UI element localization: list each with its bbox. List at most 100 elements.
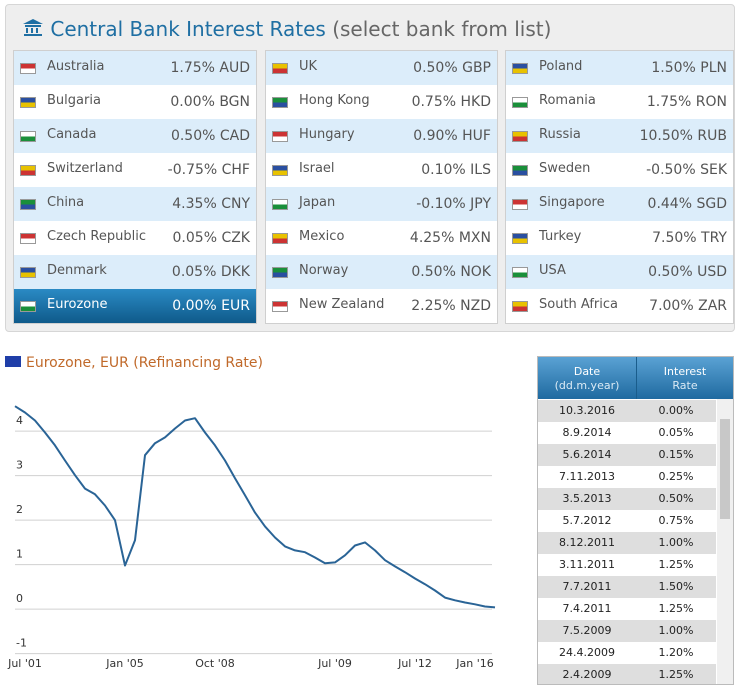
table-cell: 10.3.2016 xyxy=(559,404,615,417)
bank-rate: 4.25% MXN xyxy=(409,230,491,246)
bank-rate: 7.00% ZAR xyxy=(649,298,727,314)
bank-rate: 0.50% CAD xyxy=(170,128,250,144)
table-cell: 3.5.2013 xyxy=(562,492,612,505)
bank-name: China xyxy=(47,195,85,210)
panel-title: Central Bank Interest Rates (select bank… xyxy=(22,17,551,41)
flag xyxy=(20,233,36,244)
bank-rate: -0.75% CHF xyxy=(167,162,250,178)
bank-row[interactable]: Bulgaria 0.00% BGN xyxy=(14,85,256,119)
table-row: 8.9.2014 0.05% xyxy=(538,422,716,444)
bank-name: Bulgaria xyxy=(47,93,101,108)
table-cell: 1.25% xyxy=(658,558,694,571)
y-tick-label: 3 xyxy=(16,459,23,472)
bank-name: Canada xyxy=(47,127,97,142)
flag xyxy=(20,63,36,74)
bank-row[interactable]: Japan -0.10% JPY xyxy=(266,187,497,221)
header-line: (dd.m.year) xyxy=(554,379,620,392)
table-row: 24.4.2009 1.20% xyxy=(538,642,716,664)
bank-rate: 0.00% BGN xyxy=(170,94,250,110)
table-cell: 7.7.2011 xyxy=(562,580,612,593)
bank-row[interactable]: Russia 10.50% RUB xyxy=(506,119,733,153)
bank-row[interactable]: Norway 0.50% NOK xyxy=(266,255,497,289)
bank-row[interactable]: Romania 1.75% RON xyxy=(506,85,733,119)
table-row: 7.7.2011 1.50% xyxy=(538,576,716,598)
banks-panel: Central Bank Interest Rates (select bank… xyxy=(5,4,735,332)
bank-name: Eurozone xyxy=(47,297,108,312)
x-tick-label: Jul '09 xyxy=(317,657,352,670)
table-row: 10.3.2016 0.00% xyxy=(538,400,716,422)
flag xyxy=(272,131,288,142)
scroll-thumb[interactable] xyxy=(720,419,730,519)
column-header: Interest Rate xyxy=(636,357,733,399)
flag xyxy=(20,301,36,312)
bank-row[interactable]: Australia 1.75% AUD xyxy=(14,51,256,85)
bank-column: Australia 1.75% AUD Bulgaria 0.00% BGN Canad… xyxy=(13,50,257,324)
table-cell: 24.4.2009 xyxy=(559,646,615,659)
bank-name: Israel xyxy=(299,161,335,176)
bank-row[interactable]: Eurozone 0.00% EUR xyxy=(14,289,256,323)
bank-rate: 1.50% PLN xyxy=(651,60,727,76)
flag xyxy=(272,165,288,176)
table-cell: 7.11.2013 xyxy=(559,470,615,483)
bank-row[interactable]: Mexico 4.25% MXN xyxy=(266,221,497,255)
bank-rate: 1.75% RON xyxy=(646,94,727,110)
bank-rate: 2.25% NZD xyxy=(411,298,491,314)
y-tick-label: 4 xyxy=(16,414,23,427)
table-cell: 1.00% xyxy=(658,624,694,637)
table-cell: 1.25% xyxy=(658,668,694,681)
bank-rate: 0.44% SGD xyxy=(647,196,727,212)
y-tick-label: -1 xyxy=(16,637,27,650)
bank-row[interactable]: Poland 1.50% PLN xyxy=(506,51,733,85)
bank-row[interactable]: Hungary 0.90% HUF xyxy=(266,119,497,153)
bank-row[interactable]: Singapore 0.44% SGD xyxy=(506,187,733,221)
bank-name: New Zealand xyxy=(299,297,385,312)
bank-name: Norway xyxy=(299,263,349,278)
bank-row[interactable]: Denmark 0.05% DKK xyxy=(14,255,256,289)
table-cell: 0.15% xyxy=(658,448,694,461)
bank-row[interactable]: USA 0.50% USD xyxy=(506,255,733,289)
bank-row[interactable]: UK 0.50% GBP xyxy=(266,51,497,85)
bank-name: South Africa xyxy=(539,297,618,312)
bank-icon xyxy=(23,19,43,36)
bank-rate: 7.50% TRY xyxy=(652,230,727,246)
bank-row[interactable]: Czech Republic 0.05% CZK xyxy=(14,221,256,255)
table-row: 7.4.2011 1.25% xyxy=(538,598,716,620)
bank-row[interactable]: Israel 0.10% ILS xyxy=(266,153,497,187)
bank-rate: 0.10% ILS xyxy=(421,162,491,178)
bank-name: Czech Republic xyxy=(47,229,146,244)
table-cell: 0.05% xyxy=(658,426,694,439)
bank-rate: 4.35% CNY xyxy=(172,196,250,212)
bank-name: UK xyxy=(299,59,318,74)
bank-column: UK 0.50% GBP Hong Kong 0.75% HKD Hungary 0.90… xyxy=(265,50,498,324)
bank-name: Japan xyxy=(299,195,336,210)
bank-row[interactable]: China 4.35% CNY xyxy=(14,187,256,221)
bank-name: Turkey xyxy=(539,229,582,244)
bank-name: Australia xyxy=(47,59,105,74)
x-tick-label: Jul '12 xyxy=(397,657,432,670)
table-row: 8.12.2011 1.00% xyxy=(538,532,716,554)
bank-name: Hungary xyxy=(299,127,355,142)
table-cell: 8.12.2011 xyxy=(559,536,615,549)
table-cell: 1.20% xyxy=(658,646,694,659)
flag xyxy=(272,97,288,108)
bank-row[interactable]: Turkey 7.50% TRY xyxy=(506,221,733,255)
flag xyxy=(20,165,36,176)
flag xyxy=(20,267,36,278)
table-row: 3.11.2011 1.25% xyxy=(538,554,716,576)
bank-row[interactable]: New Zealand 2.25% NZD xyxy=(266,289,497,323)
flag xyxy=(512,267,528,278)
bank-row[interactable]: Sweden -0.50% SEK xyxy=(506,153,733,187)
flag xyxy=(512,233,528,244)
bank-row[interactable]: Canada 0.50% CAD xyxy=(14,119,256,153)
bank-row[interactable]: South Africa 7.00% ZAR xyxy=(506,289,733,323)
bank-row[interactable]: Hong Kong 0.75% HKD xyxy=(266,85,497,119)
x-tick-label: Oct '08 xyxy=(195,657,235,670)
bank-row[interactable]: Switzerland -0.75% CHF xyxy=(14,153,256,187)
table-cell: 0.75% xyxy=(658,514,694,527)
title: Central Bank Interest Rates xyxy=(50,17,326,41)
scrollbar[interactable] xyxy=(717,399,733,684)
bank-rate: 0.90% HUF xyxy=(413,128,491,144)
chart: Eurozone, EUR (Refinancing Rate) -1 0 1 2 3 4… xyxy=(5,355,496,670)
subtitle: (select bank from list) xyxy=(332,17,552,41)
